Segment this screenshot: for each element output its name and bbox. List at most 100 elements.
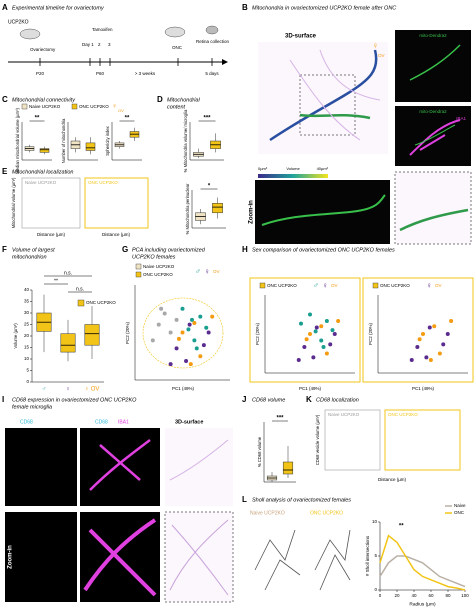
y-tick-label: 30 <box>24 310 30 315</box>
y-tick-label: 35 <box>24 299 30 304</box>
panel-letter: L <box>242 495 247 504</box>
y-tick-label: 0 <box>26 379 29 384</box>
label: Mitochondrial <box>167 97 200 103</box>
y-label: % Mitochondria volume/ microglia <box>183 109 188 172</box>
point <box>299 321 303 326</box>
label: PC1 (49%) <box>172 386 195 391</box>
point <box>304 337 309 342</box>
label: ONC UCP2KO <box>88 180 118 185</box>
point <box>174 317 179 322</box>
y-label: Volume (µm³) <box>13 323 18 349</box>
y-tick-label: 10 <box>24 356 30 361</box>
panel-letter: I <box>2 395 4 404</box>
label: ONC <box>172 45 183 50</box>
panel-letter: C <box>2 95 8 104</box>
point <box>201 343 206 348</box>
y-tick-label: 5 <box>26 368 29 373</box>
x-tick-label: 60 <box>428 593 434 598</box>
label: ♀ <box>66 387 71 393</box>
point <box>150 338 155 343</box>
point <box>308 312 312 317</box>
label: ♀ <box>372 40 379 50</box>
label: # Sholl intersections <box>365 535 370 576</box>
panel-title: Mitochondrial connectivity <box>12 97 76 103</box>
line <box>379 534 466 591</box>
y-label: Median mitochondrial volume (µm³) <box>15 108 20 174</box>
legend-swatch <box>259 282 266 289</box>
label: Naive UCP2KO <box>25 180 57 185</box>
panel-title: Mitochondrial localization <box>12 169 73 175</box>
label: n.s. <box>76 286 84 292</box>
label: IBA1 <box>456 116 466 121</box>
label: Zoom-in <box>8 545 14 569</box>
label: UCP2KO females <box>132 254 176 260</box>
point <box>437 351 442 356</box>
point <box>168 362 173 367</box>
label: PC1 (49%) <box>299 386 322 391</box>
point <box>180 330 185 335</box>
point <box>445 332 450 336</box>
label: * <box>208 184 211 190</box>
label: PCA including ovariectomized <box>132 247 206 253</box>
point <box>409 358 414 362</box>
label: > 3 weeks <box>135 71 156 76</box>
point <box>321 345 326 349</box>
point <box>432 324 437 329</box>
point <box>159 306 164 311</box>
point <box>424 355 429 360</box>
label: ♀ <box>426 281 432 290</box>
point <box>198 354 203 359</box>
label: OV <box>213 269 220 274</box>
point <box>319 338 324 343</box>
legend-swatch <box>135 263 142 270</box>
point <box>187 322 192 327</box>
label: Distance (µm) <box>102 232 131 237</box>
label: OV <box>435 283 442 288</box>
label: ** <box>35 116 40 122</box>
label: PC2 (20%) <box>255 322 260 345</box>
label: Retina collection <box>196 39 230 44</box>
label: ♂ <box>195 267 201 276</box>
point <box>186 327 191 332</box>
y-tick-label: 0 <box>374 587 377 592</box>
point <box>206 330 211 335</box>
label: ONC UCP2KO <box>79 104 109 109</box>
y-tick-label: 25 <box>24 322 30 327</box>
label: P60 <box>96 71 105 76</box>
label: mito-Dendra2 <box>419 109 447 114</box>
label: 40µm³ <box>317 166 329 171</box>
point <box>184 359 189 363</box>
label: PC2 (20%) <box>125 321 130 344</box>
label: 2 <box>98 42 101 47</box>
box <box>85 142 96 151</box>
panel-title: Sex comparison of ovariectomized ONC UCP… <box>252 247 395 253</box>
point <box>190 317 194 322</box>
point <box>313 329 318 334</box>
legend-swatch <box>135 271 142 278</box>
label: Zoom-in <box>249 200 255 224</box>
label: 3D-surface <box>285 34 317 40</box>
label: Radius (µm) <box>409 601 436 607</box>
label: ♂ <box>42 387 47 393</box>
label: PC2 (20%) <box>368 322 373 345</box>
point <box>319 324 324 329</box>
label: ONC UCP2KO <box>86 300 116 305</box>
label: 3D-surface <box>175 419 203 425</box>
label: ♀ <box>204 267 210 276</box>
label: ONC UCP2KO <box>267 283 297 288</box>
point <box>168 330 173 335</box>
label: content <box>167 104 186 110</box>
point <box>328 342 333 347</box>
panel-title: Sholl analysis of ovariectomized females <box>252 497 351 503</box>
label: Naive <box>454 503 466 508</box>
label: Naive UCP2KO <box>143 264 175 269</box>
x-tick-label: 80 <box>445 593 451 598</box>
y-tick-label: 5 <box>374 553 377 558</box>
label: ♀ OV <box>85 387 100 393</box>
point <box>421 332 425 336</box>
box <box>84 324 100 346</box>
panel-letter: A <box>2 3 8 12</box>
label: *** <box>203 116 211 122</box>
label: *** <box>276 416 284 422</box>
